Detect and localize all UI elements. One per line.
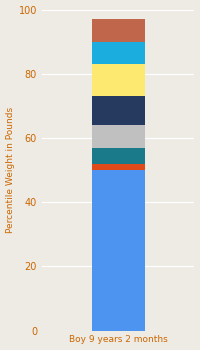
Bar xyxy=(92,42,145,64)
Bar xyxy=(92,96,145,125)
Bar xyxy=(92,64,145,96)
Bar xyxy=(92,170,145,331)
Bar xyxy=(92,125,145,148)
Bar xyxy=(92,164,145,170)
Bar xyxy=(92,19,145,42)
Y-axis label: Percentile Weight in Pounds: Percentile Weight in Pounds xyxy=(6,107,15,233)
Bar xyxy=(92,148,145,164)
